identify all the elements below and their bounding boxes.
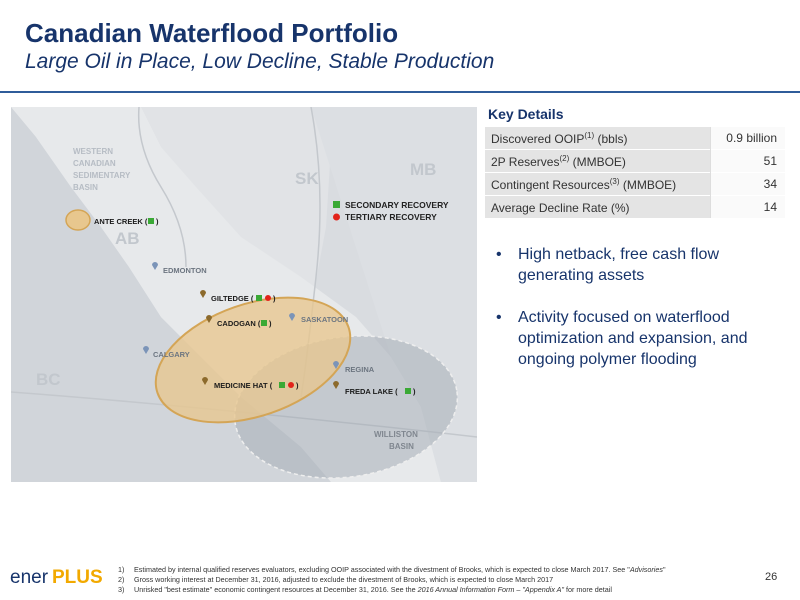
freda-lake-pin-icon (333, 381, 339, 389)
bullet-icon: • (496, 309, 502, 326)
list-item: • High netback, free cash flow generating… (496, 246, 719, 284)
calgary-pin-icon (143, 346, 149, 354)
legend-tertiary-label: TERTIARY RECOVERY (345, 212, 437, 222)
medicine-hat-secondary-marker (279, 382, 285, 388)
list-item: • Activity focused on waterflood optimiza… (496, 309, 748, 368)
williston-label-1: WILLISTON (374, 430, 418, 439)
mb-label: MB (410, 160, 436, 179)
enerplus-logo: ener PLUS (10, 567, 103, 588)
city-edmonton: EDMONTON (163, 266, 207, 275)
asset-ante-creek: ANTE CREEK ( (94, 217, 148, 226)
bullet-icon: • (496, 246, 502, 263)
logo-text-plus: PLUS (52, 567, 103, 588)
bc-label: BC (36, 370, 61, 389)
footnote-3: 3) Unrisked "best estimate" economic cont… (118, 585, 612, 594)
cadogan-pin-icon (206, 315, 212, 323)
row-value: 14 (710, 195, 785, 218)
medicine-hat-tertiary-marker (288, 382, 294, 388)
logo-text-ener: ener (10, 567, 49, 588)
williston-label-2: BASIN (389, 442, 414, 451)
asset-giltedge: GILTEDGE ( (211, 294, 254, 303)
saskatoon-pin-icon (289, 313, 295, 321)
highlights-list: • High netback, free cash flow generating… (496, 244, 796, 391)
giltedge-pin-icon (200, 290, 206, 298)
legend-secondary-square (333, 201, 340, 208)
freda-lake-close-paren: ) (413, 387, 416, 396)
cadogan-close-paren: ) (269, 319, 272, 328)
page-number: 26 (765, 571, 778, 583)
footnote-1: 1) Estimated by internal qualified reserv… (118, 565, 666, 574)
waterflood-area-ellipse (154, 296, 352, 424)
table-row: 2P Reserves(2) (MMBOE) 51 (485, 149, 785, 173)
table-row: Discovered OOIP(1) (bbls) 0.9 billion (485, 126, 785, 150)
legend-secondary-label: SECONDARY RECOVERY (345, 200, 449, 210)
ab-sk-border (137, 107, 187, 268)
table-row: Contingent Resources(3) (MMBOE) 34 (485, 172, 785, 196)
ante-creek-close-paren: ) (156, 217, 159, 226)
bc-region (11, 107, 331, 482)
key-details-table: Discovered OOIP(1) (bbls) 0.9 billion 2P… (485, 126, 785, 218)
basin-label-3: SEDIMENTARY (73, 171, 131, 180)
medicine-hat-pin-icon (202, 377, 208, 385)
ab-label: AB (115, 229, 140, 248)
header-divider (0, 91, 800, 93)
giltedge-secondary-marker (256, 295, 262, 301)
cadogan-secondary-marker (261, 320, 267, 326)
footnote-2: 2) Gross working interest at December 31,… (118, 575, 554, 584)
asset-medicine-hat: MEDICINE HAT ( (214, 381, 273, 390)
table-row: Average Decline Rate (%) 14 (485, 195, 785, 218)
row-label: Discovered OOIP(1) (bbls) (485, 126, 711, 150)
basin-label-1: WESTERN (73, 147, 113, 156)
row-label: 2P Reserves(2) (MMBOE) (485, 149, 711, 173)
asset-freda-lake: FREDA LAKE ( (345, 387, 398, 396)
edmonton-pin-icon (152, 262, 158, 270)
portfolio-map: WESTERN CANADIAN SEDIMENTARY BASIN SK MB… (11, 107, 477, 482)
row-value: 51 (710, 149, 785, 173)
row-label: Average Decline Rate (%) (485, 195, 711, 218)
basin-label-2: CANADIAN (73, 159, 116, 168)
giltedge-tertiary-marker (265, 295, 271, 301)
city-saskatoon: SASKATOON (301, 315, 348, 324)
row-label: Contingent Resources(3) (MMBOE) (485, 172, 711, 196)
key-details-title: Key Details (488, 106, 564, 122)
page-subtitle: Large Oil in Place, Low Decline, Stable … (25, 50, 495, 73)
regina-pin-icon (333, 361, 339, 369)
medicine-hat-close-paren: ) (296, 381, 299, 390)
city-regina: REGINA (345, 365, 375, 374)
freda-lake-secondary-marker (405, 388, 411, 394)
giltedge-close-paren: ) (273, 294, 276, 303)
sk-label: SK (295, 169, 319, 188)
page-title: Canadian Waterflood Portfolio (25, 18, 399, 48)
footnotes: 1) Estimated by internal qualified reserv… (118, 565, 738, 595)
row-value: 0.9 billion (710, 126, 785, 150)
legend-tertiary-dot (333, 213, 340, 221)
ante-creek-area (65, 209, 91, 231)
asset-cadogan: CADOGAN ( (217, 319, 261, 328)
ante-creek-secondary-marker (148, 218, 154, 224)
row-value: 34 (710, 172, 785, 196)
city-calgary: CALGARY (153, 350, 190, 359)
basin-label-4: BASIN (73, 183, 98, 192)
